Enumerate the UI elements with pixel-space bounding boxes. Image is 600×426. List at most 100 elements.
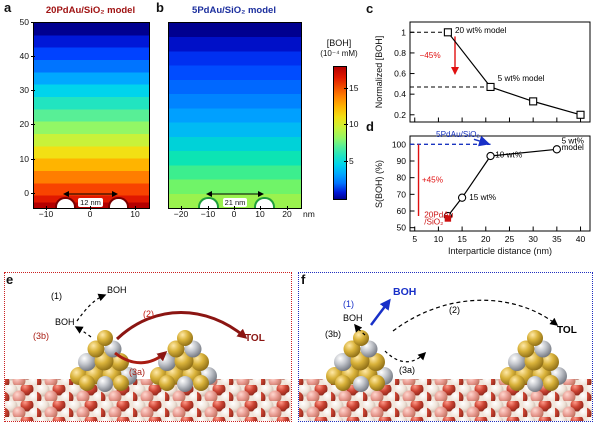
pdau-nanoparticle xyxy=(500,330,567,392)
x-tick-label: 20 xyxy=(481,234,491,244)
data-point xyxy=(486,82,495,91)
y-tick-label: 100 xyxy=(392,139,406,149)
readsorption-arrow xyxy=(114,351,168,365)
a-ytick: 10 xyxy=(6,154,35,164)
colorbar xyxy=(333,66,347,200)
y-tick-label: 0.6 xyxy=(394,69,406,79)
double-arrow-icon xyxy=(63,191,118,197)
nanoparticle-scene-f: (1) BOH BOH (3b) (2) TOL (3a) xyxy=(299,286,592,421)
x-tick-label: 35 xyxy=(552,234,562,244)
colorbar-tick: 15 xyxy=(344,83,365,93)
data-point xyxy=(457,193,467,202)
surface-boh-arrow xyxy=(74,326,92,338)
double-arrow-icon xyxy=(206,191,264,197)
data-line xyxy=(447,148,557,217)
colorbar-units: (10⁻⁴ mM) xyxy=(320,49,358,58)
annotation-label: 15 wt% xyxy=(469,193,496,202)
desorption-arrow-dominant xyxy=(370,298,391,326)
annotation-label: 5 wt% xyxy=(562,137,584,146)
a-ytick: 30 xyxy=(6,86,35,95)
step2-label: (2) xyxy=(143,309,154,319)
distance-value: 21 nm xyxy=(222,198,248,207)
y-tick-label: 0.4 xyxy=(394,89,406,99)
b-xtick: 10 xyxy=(248,206,272,219)
nanoparticle-notch xyxy=(198,197,219,208)
panel-b-title: 5PdAu/SiO₂ model xyxy=(192,5,276,16)
annotation-label: −45% xyxy=(419,51,440,60)
step3a-label: (3a) xyxy=(129,367,145,377)
colorbar-title: [BOH] xyxy=(326,38,352,48)
boh-adsorbed-label: BOH xyxy=(55,317,75,327)
panel-f-label: f xyxy=(301,272,306,287)
d-x-axis-label: Interparticle distance (nm) xyxy=(447,246,553,256)
data-point xyxy=(552,145,561,154)
colorbar-tick: 5 xyxy=(344,157,365,166)
data-point xyxy=(529,97,538,106)
a-xtick: −10 xyxy=(34,206,58,219)
annotation-label: +45% xyxy=(422,176,443,185)
oxide-support xyxy=(5,379,291,421)
data-point xyxy=(486,151,495,161)
data-point xyxy=(443,28,452,37)
scheme-close-particles: (1) BOH BOH (3b) (2) TOL (3a) xyxy=(4,272,292,422)
annotation-label: 20 wt% model xyxy=(455,26,507,35)
annotation-arrow xyxy=(473,135,491,147)
overhydrogenation-arrow-suppressed xyxy=(392,299,559,332)
a-ytick: 0 xyxy=(6,188,35,198)
annotation-label: 5 wt% model xyxy=(498,74,545,83)
y-tick-label: 50 xyxy=(397,223,407,233)
boh-adsorbed-label: BOH xyxy=(343,313,363,323)
x-tick-label: 40 xyxy=(576,234,586,244)
overhydrogenation-arrow xyxy=(115,311,248,341)
colorbar-tick: 10 xyxy=(344,120,365,129)
a-xtick: 10 xyxy=(123,206,147,219)
data-line xyxy=(447,31,581,116)
chart-d: 100 90 80 70 60 50 5 10 15 20 25 30 35 40 5PdAu/SiO₂ 10… xyxy=(392,130,591,244)
a-xtick: 0 xyxy=(78,206,102,219)
distance-annotation: 12 nm xyxy=(63,190,118,207)
annotation-label: 20PdAu xyxy=(424,211,454,220)
y-tick-label: 0.8 xyxy=(394,48,406,58)
x-tick-label: 25 xyxy=(505,234,515,244)
panel-e-label: e xyxy=(6,272,14,287)
annotation-label: model xyxy=(562,143,584,152)
annotation-label: 5PdAu/SiO₂ xyxy=(436,130,480,139)
panel-a-label: a xyxy=(4,0,12,15)
panel-a-title: 20PdAu/SiO₂ model xyxy=(45,5,136,16)
b-xtick: 20 xyxy=(275,206,299,219)
plot-frame xyxy=(409,21,591,123)
x-tick-label: 10 xyxy=(434,234,444,244)
heatmap-b: 21 nm xyxy=(168,22,302,209)
x-tick-label: 30 xyxy=(528,234,538,244)
a-ytick: 20 xyxy=(6,120,35,129)
boh-gas-label: BOH xyxy=(107,285,127,295)
readsorption-arrow-suppressed xyxy=(384,350,427,363)
b-xtick: −20 xyxy=(169,206,193,219)
desorption-arrow xyxy=(76,293,107,322)
y-tick-label: 80 xyxy=(397,173,407,183)
nanoparticle-notch xyxy=(254,197,275,208)
b-xtick: 0 xyxy=(222,206,246,219)
y-tick-label: 0.2 xyxy=(394,110,406,120)
x-tick-label: 5 xyxy=(412,234,417,244)
chart-c: 1 0.8 0.6 0.4 0.2 20 wt% model 5 wt% model −45% xyxy=(394,21,591,123)
y-tick-label: 90 xyxy=(397,156,407,166)
annotation-label: 10 wt% xyxy=(495,151,522,160)
step2-label: (2) xyxy=(449,305,460,315)
pdau-nanoparticle xyxy=(326,330,393,392)
heatmap-a: 12 nm xyxy=(33,22,150,209)
a-ytick: 40 xyxy=(6,51,35,61)
b-axis-unit: nm xyxy=(303,209,315,219)
data-point xyxy=(576,110,585,119)
tol-label: TOL xyxy=(557,325,577,336)
x-tick-label: 15 xyxy=(457,234,467,244)
surface-boh-arrow xyxy=(354,323,366,336)
panel-c-label: c xyxy=(366,1,374,16)
y-tick-label: 1 xyxy=(401,27,406,37)
nanoparticle-notch xyxy=(55,197,76,208)
step3a-label: (3a) xyxy=(399,365,415,375)
step1-label: (1) xyxy=(51,291,62,301)
y-tick-label: 70 xyxy=(397,189,407,199)
panel-d-label: d xyxy=(366,119,374,134)
